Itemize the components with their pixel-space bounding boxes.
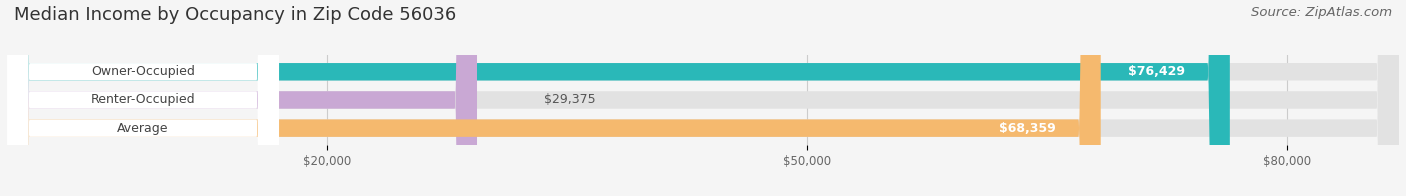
Text: Owner-Occupied: Owner-Occupied — [91, 65, 195, 78]
Text: Median Income by Occupancy in Zip Code 56036: Median Income by Occupancy in Zip Code 5… — [14, 6, 457, 24]
Text: Source: ZipAtlas.com: Source: ZipAtlas.com — [1251, 6, 1392, 19]
FancyBboxPatch shape — [7, 0, 1101, 196]
FancyBboxPatch shape — [7, 0, 477, 196]
Text: Renter-Occupied: Renter-Occupied — [91, 93, 195, 106]
FancyBboxPatch shape — [7, 0, 1230, 196]
FancyBboxPatch shape — [7, 0, 278, 196]
FancyBboxPatch shape — [7, 0, 1399, 196]
FancyBboxPatch shape — [7, 0, 1399, 196]
FancyBboxPatch shape — [7, 0, 1399, 196]
Text: Average: Average — [117, 122, 169, 135]
Text: $68,359: $68,359 — [1000, 122, 1056, 135]
Text: $76,429: $76,429 — [1128, 65, 1185, 78]
Text: $29,375: $29,375 — [544, 93, 596, 106]
FancyBboxPatch shape — [7, 0, 278, 196]
FancyBboxPatch shape — [7, 0, 278, 196]
